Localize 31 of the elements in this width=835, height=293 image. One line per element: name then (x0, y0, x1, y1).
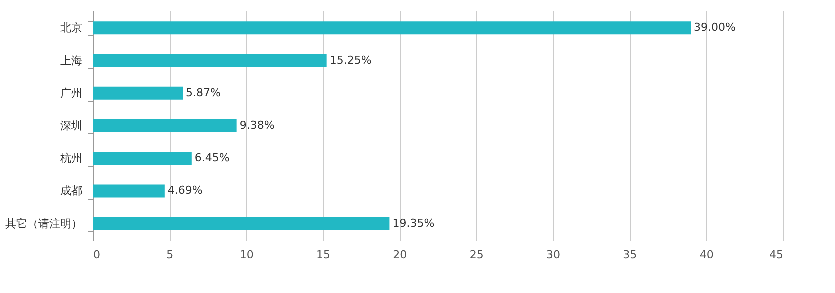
bar (93, 120, 237, 132)
x-tick-label: 35 (623, 248, 638, 262)
data-label: 6.45% (194, 152, 230, 165)
y-tick-label: 上海 (60, 54, 82, 68)
x-tick-label: 40 (700, 248, 714, 262)
x-tick-label: 25 (470, 248, 484, 262)
bar (93, 184, 165, 198)
x-tick-label: 10 (240, 248, 254, 262)
x-tick-label: 0 (94, 248, 100, 262)
data-label: 15.25% (330, 54, 372, 67)
bar (93, 152, 192, 166)
data-label: 19.35% (392, 216, 435, 230)
x-tick-label: 45 (770, 248, 784, 262)
x-tick-label: 30 (546, 248, 560, 262)
y-tick-label: 广州 (60, 86, 82, 100)
y-tick-label: 成都 (60, 184, 82, 198)
y-tick-label: 北京 (60, 22, 82, 35)
data-label: 5.87% (186, 86, 221, 100)
y-tick-label: 其它（请注明） (6, 217, 82, 230)
y-tick-label: 深圳 (60, 120, 82, 132)
x-tick-label: 15 (316, 248, 330, 262)
data-label: 39.00% (694, 21, 736, 34)
bar (93, 86, 184, 100)
x-tick-label: 20 (393, 248, 408, 262)
data-label: 9.38% (240, 119, 275, 132)
bar (93, 54, 327, 68)
bar (93, 22, 691, 35)
bar (93, 217, 390, 230)
x-tick-label: 5 (166, 248, 174, 262)
y-tick-label: 杭州 (60, 152, 82, 166)
data-label: 4.69% (168, 184, 203, 198)
